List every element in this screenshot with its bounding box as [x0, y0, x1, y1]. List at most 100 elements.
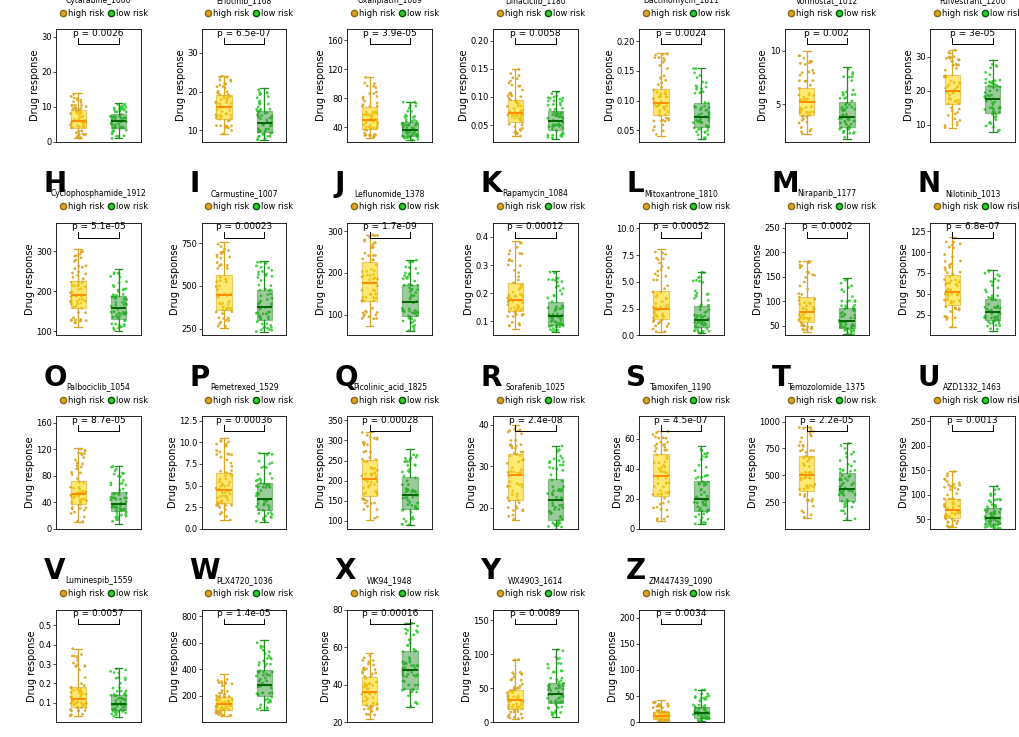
Point — [840, 123, 856, 135]
Point — [990, 101, 1007, 113]
Text: H: H — [44, 170, 66, 198]
Point — [369, 432, 385, 444]
Point — [696, 310, 712, 322]
Point — [77, 128, 94, 140]
Point — [941, 511, 957, 523]
Point — [935, 493, 952, 505]
Point — [367, 667, 383, 679]
Point — [223, 449, 239, 461]
Point — [212, 708, 228, 719]
Point — [845, 128, 861, 139]
Point — [657, 112, 674, 124]
Point — [500, 495, 517, 506]
Point — [500, 248, 517, 260]
Point — [539, 302, 555, 314]
Point — [542, 92, 558, 104]
Point — [253, 640, 269, 652]
Point — [983, 75, 1000, 87]
Point — [645, 84, 661, 96]
Point — [652, 488, 668, 500]
Point — [792, 105, 808, 117]
Point — [647, 101, 663, 113]
Point — [936, 122, 953, 133]
Point — [976, 511, 993, 523]
Point — [648, 442, 664, 454]
Point — [646, 440, 662, 452]
Point — [256, 498, 272, 510]
Point — [362, 447, 378, 458]
Point — [645, 315, 661, 327]
Point — [832, 92, 848, 104]
Point — [655, 101, 672, 113]
Point — [366, 285, 382, 297]
Point — [406, 324, 422, 336]
Point — [547, 651, 564, 663]
Point — [254, 265, 270, 277]
Point — [797, 94, 813, 105]
Point — [358, 694, 374, 706]
Point — [405, 485, 421, 497]
Point — [400, 119, 417, 130]
Point — [982, 118, 999, 130]
Point — [935, 248, 952, 260]
Point — [687, 702, 703, 713]
Point — [362, 130, 378, 142]
Point — [547, 519, 564, 531]
Text: p = 0.0026: p = 0.0026 — [73, 29, 123, 38]
Point — [990, 493, 1007, 505]
Point — [116, 694, 132, 705]
Point — [255, 322, 271, 334]
Point — [210, 88, 226, 99]
Point — [840, 438, 856, 450]
Point — [660, 710, 677, 722]
Point — [658, 321, 675, 332]
Point — [401, 127, 418, 139]
Point — [408, 696, 424, 708]
Point — [260, 311, 276, 323]
Point — [792, 57, 808, 69]
Point — [365, 122, 381, 134]
Point — [400, 125, 417, 137]
Legend: high risk, low risk: high risk, low risk — [352, 589, 439, 598]
Point — [504, 505, 521, 517]
Point — [365, 659, 381, 671]
Point — [946, 96, 962, 108]
Point — [652, 287, 668, 298]
Point — [71, 133, 88, 144]
Point — [213, 506, 229, 518]
Point — [503, 255, 520, 267]
Point — [983, 294, 1000, 306]
Point — [978, 500, 995, 512]
Point — [690, 492, 706, 504]
Point — [112, 692, 128, 704]
Point — [657, 301, 674, 312]
Point — [108, 318, 124, 330]
Point — [505, 671, 522, 683]
Point — [105, 499, 121, 511]
Point — [659, 280, 676, 292]
Point — [547, 695, 564, 707]
Point — [209, 492, 225, 503]
Point — [62, 691, 78, 703]
Point — [70, 113, 87, 125]
Point — [410, 279, 426, 291]
Point — [116, 293, 132, 304]
Point — [63, 508, 79, 520]
Point — [697, 111, 713, 123]
Point — [363, 288, 379, 300]
Point — [513, 467, 529, 478]
Point — [354, 265, 370, 277]
Point — [215, 704, 231, 716]
Point — [686, 465, 702, 477]
Point — [658, 710, 675, 722]
Point — [394, 671, 411, 682]
Point — [837, 116, 853, 128]
Point — [212, 252, 228, 264]
Point — [801, 480, 817, 492]
Point — [367, 272, 383, 284]
Point — [656, 104, 673, 116]
Point — [845, 320, 861, 332]
Point — [66, 490, 83, 502]
Point — [116, 318, 132, 330]
Point — [513, 464, 529, 475]
